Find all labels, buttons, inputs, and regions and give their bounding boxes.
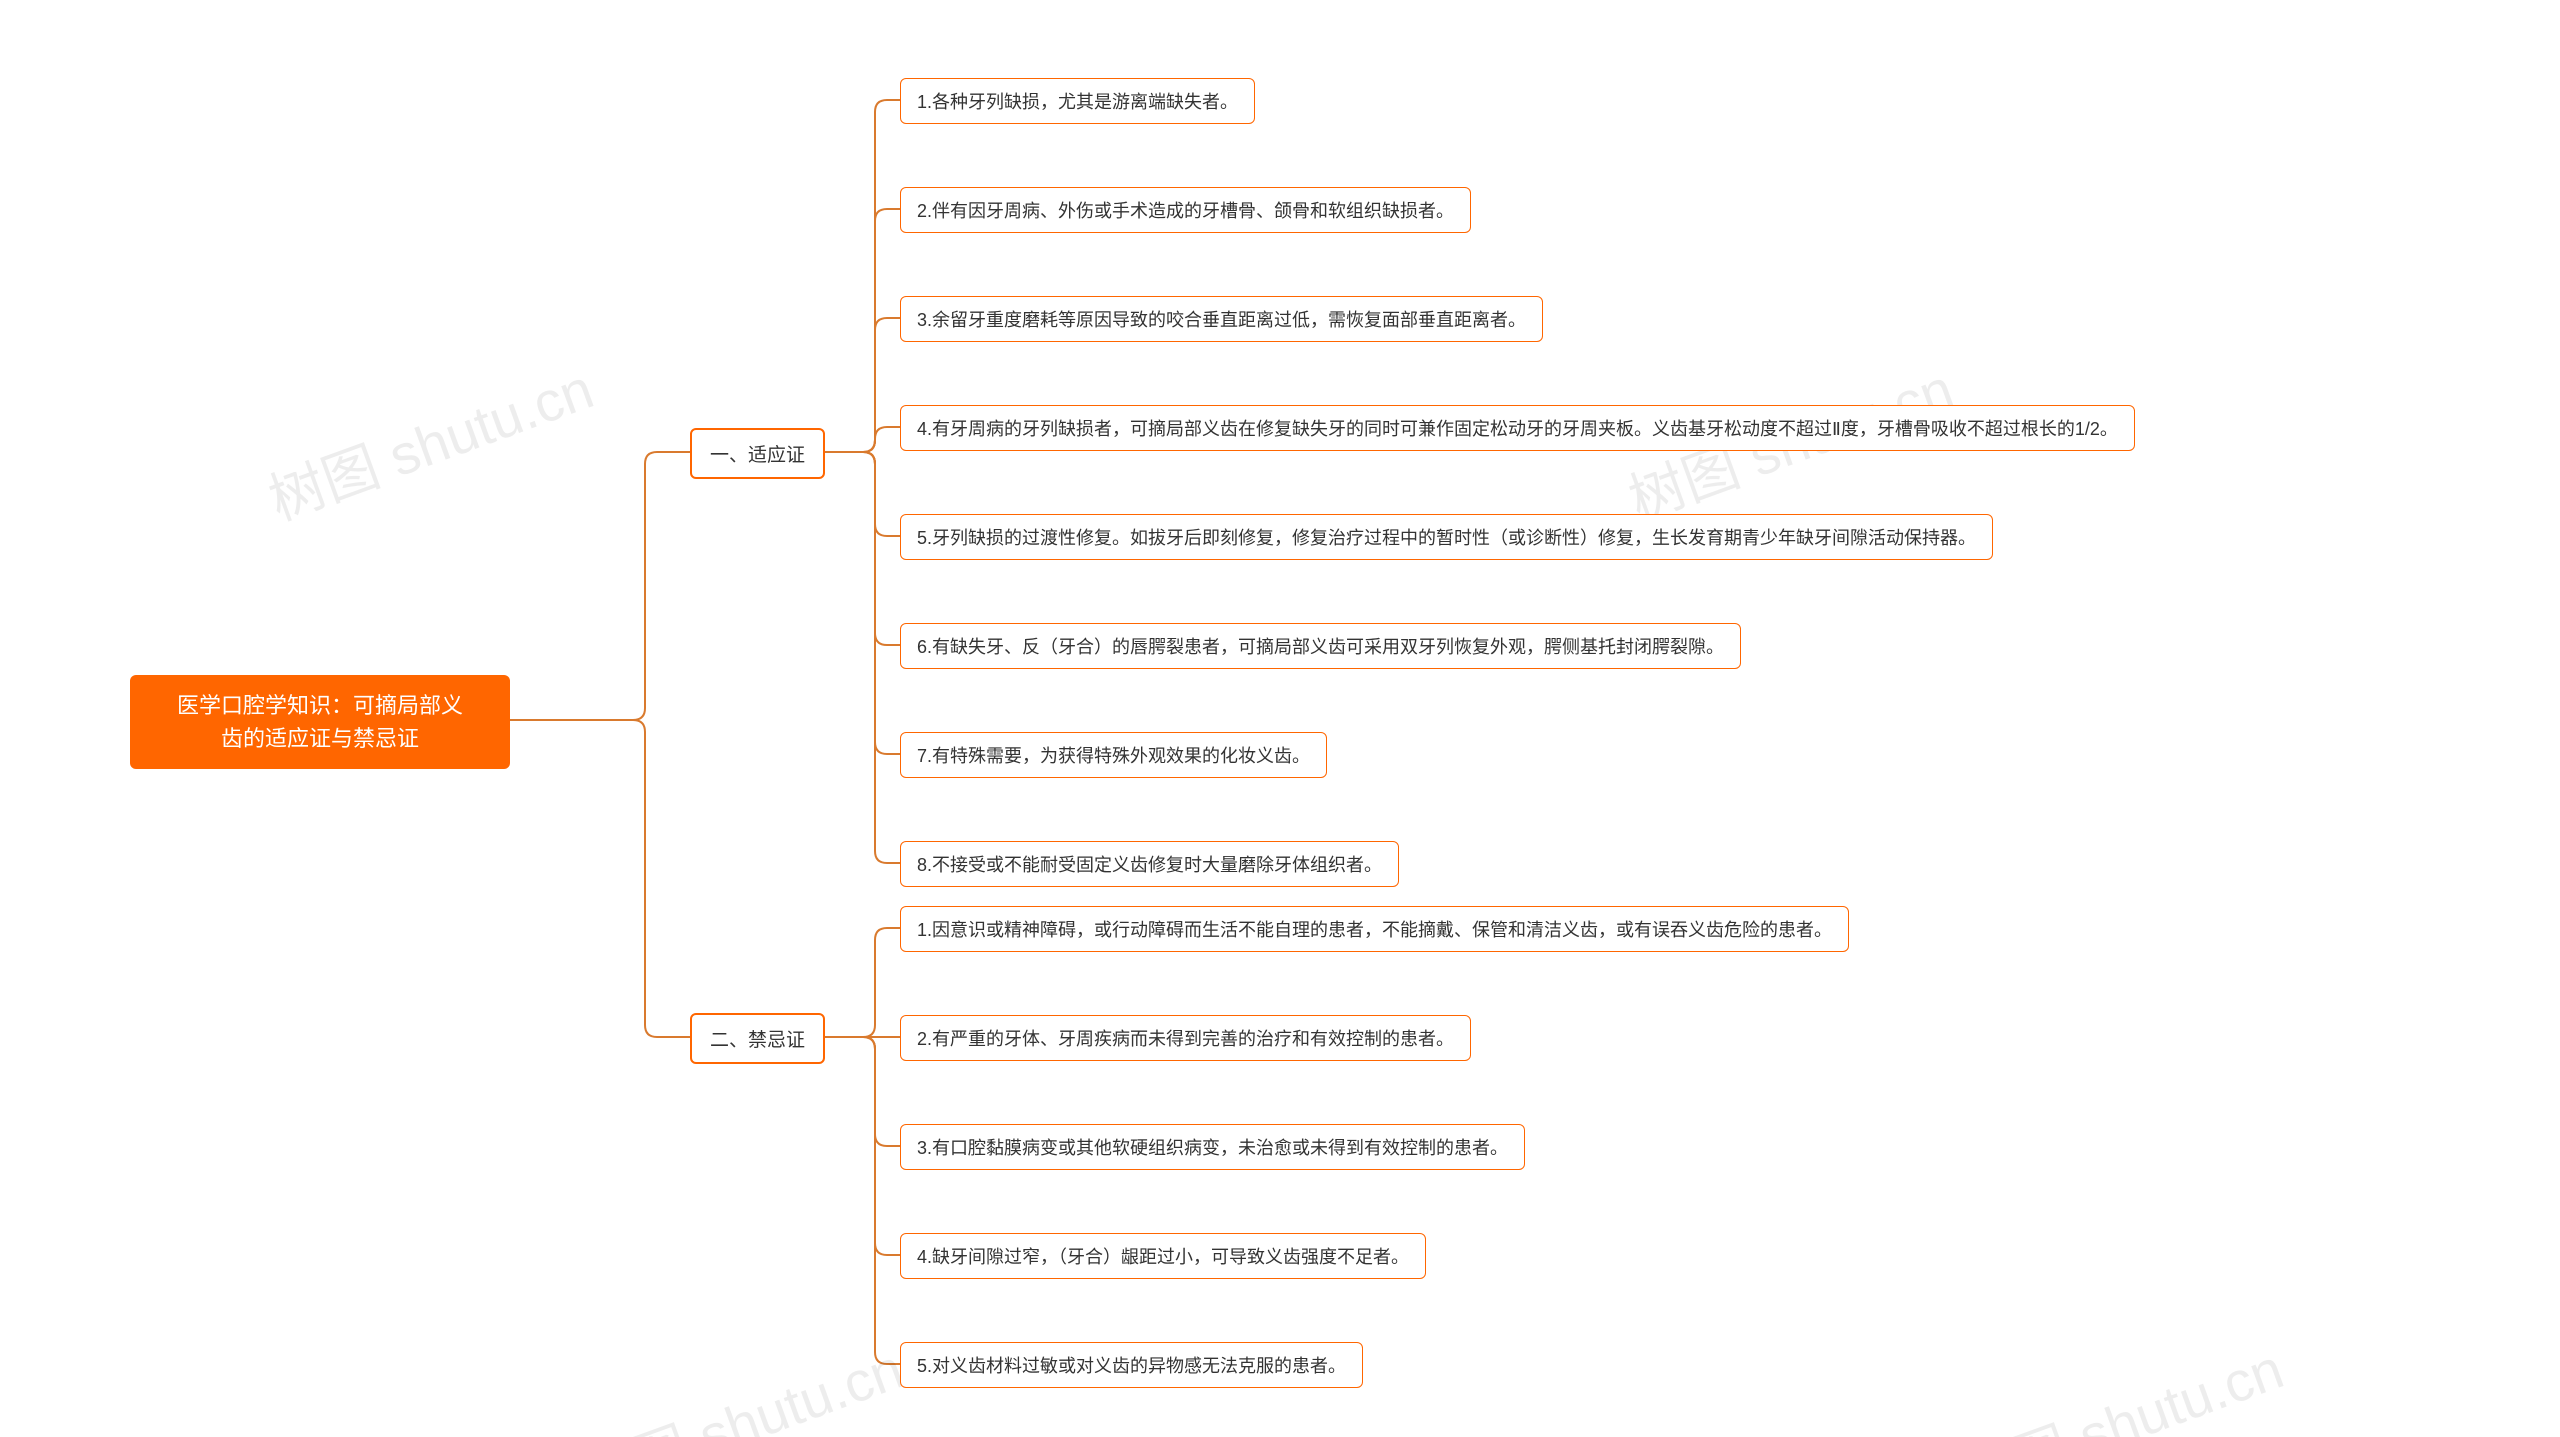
root-node: 医学口腔学知识：可摘局部义齿的适应证与禁忌证 <box>130 675 510 769</box>
watermark: 树图 shutu.cn <box>256 344 603 536</box>
leaf-node: 2.有严重的牙体、牙周疾病而未得到完善的治疗和有效控制的患者。 <box>900 1015 1471 1061</box>
branch-indications: 一、适应证 <box>690 428 825 479</box>
root-line1: 医学口腔学知识：可摘局部义 <box>177 693 463 718</box>
root-line2: 齿的适应证与禁忌证 <box>221 726 419 751</box>
leaf-node: 3.有口腔黏膜病变或其他软硬组织病变，未治愈或未得到有效控制的患者。 <box>900 1124 1525 1170</box>
watermark: 树图 shutu.cn <box>566 1324 913 1437</box>
leaf-node: 1.因意识或精神障碍，或行动障碍而生活不能自理的患者，不能摘戴、保管和清洁义齿，… <box>900 906 1849 952</box>
leaf-node: 5.对义齿材料过敏或对义齿的异物感无法克服的患者。 <box>900 1342 1363 1388</box>
branch-contraindications: 二、禁忌证 <box>690 1013 825 1064</box>
leaf-node: 4.有牙周病的牙列缺损者，可摘局部义齿在修复缺失牙的同时可兼作固定松动牙的牙周夹… <box>900 405 2135 451</box>
leaf-node: 2.伴有因牙周病、外伤或手术造成的牙槽骨、颌骨和软组织缺损者。 <box>900 187 1471 233</box>
leaf-node: 7.有特殊需要，为获得特殊外观效果的化妆义齿。 <box>900 732 1327 778</box>
watermark: 树图 shutu.cn <box>1946 1324 2293 1437</box>
leaf-node: 1.各种牙列缺损，尤其是游离端缺失者。 <box>900 78 1255 124</box>
leaf-node: 4.缺牙间隙过窄，（牙合）龈距过小，可导致义齿强度不足者。 <box>900 1233 1426 1279</box>
leaf-node: 6.有缺失牙、反（牙合）的唇腭裂患者，可摘局部义齿可采用双牙列恢复外观，腭侧基托… <box>900 623 1741 669</box>
leaf-node: 5.牙列缺损的过渡性修复。如拔牙后即刻修复，修复治疗过程中的暂时性（或诊断性）修… <box>900 514 1993 560</box>
leaf-node: 3.余留牙重度磨耗等原因导致的咬合垂直距离过低，需恢复面部垂直距离者。 <box>900 296 1543 342</box>
leaf-node: 8.不接受或不能耐受固定义齿修复时大量磨除牙体组织者。 <box>900 841 1399 887</box>
